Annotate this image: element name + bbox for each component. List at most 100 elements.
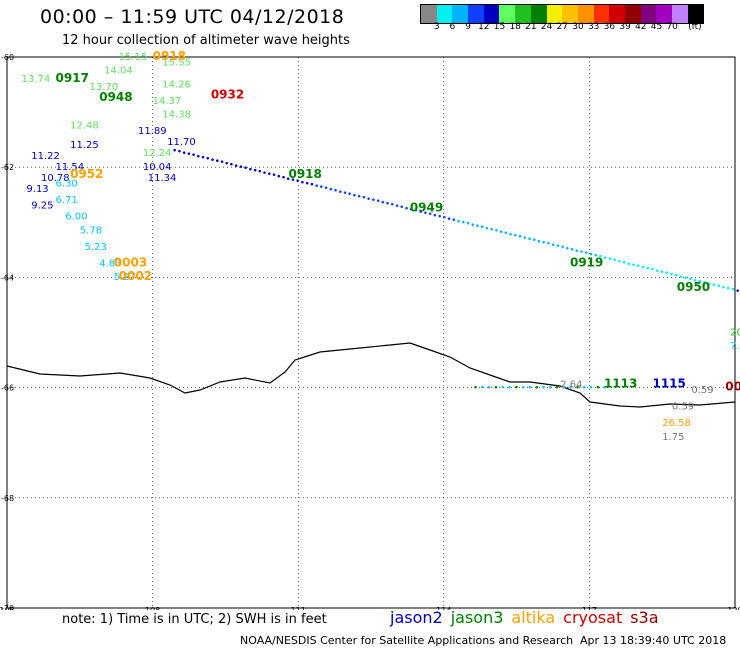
track-trail-mark: • — [390, 201, 395, 211]
track-trail-mark: • — [309, 181, 314, 191]
longitude-tick-label: 105 — [0, 606, 15, 610]
track-trail-mark: • — [617, 257, 622, 267]
coastline — [6, 342, 736, 408]
track-trail-mark: • — [735, 287, 740, 297]
latitude-tick-label: -60 — [1, 53, 14, 62]
colorbar-swatch — [483, 5, 500, 23]
track-trail-mark: • — [224, 159, 229, 169]
track-trail-mark: • — [248, 165, 253, 175]
track-trail-mark: • — [575, 383, 580, 393]
track-trail-mark: • — [561, 383, 566, 393]
colorbar-labels: 3 6 9 12 15 18 21 24 27 30 33 36 39 42 45 70 (ft) — [420, 22, 740, 34]
track-trail-mark: • — [484, 224, 489, 234]
track-trail-mark: • — [475, 222, 480, 232]
track-trail-mark: • — [640, 263, 645, 273]
track-trail-mark: • — [304, 179, 309, 189]
track-trail-mark: • — [607, 255, 612, 265]
wave-height-label: 0.59 — [691, 385, 713, 396]
satellite-legend: jason2 jason3 altika cryosat s3a — [390, 608, 667, 627]
wave-height-label: 11.34 — [148, 173, 177, 184]
wave-height-label: 11.89 — [138, 126, 167, 137]
colorbar-tick-label: 6 — [449, 22, 456, 32]
track-trail-mark: • — [437, 213, 442, 223]
legend-item-cryosat: cryosat — [563, 608, 623, 627]
track-trail-mark: • — [196, 152, 201, 162]
wave-height-label: 14.37 — [153, 96, 182, 107]
wave-height-label: 6.30 — [56, 178, 78, 189]
track-trail-mark: • — [461, 218, 466, 228]
pass-time-label: 00 — [725, 379, 740, 393]
track-trail-mark: • — [503, 229, 508, 239]
wave-height-label: 20 — [730, 327, 740, 338]
track-trail-mark: • — [371, 196, 376, 206]
track-trail-mark: • — [588, 250, 593, 260]
track-trail-mark: • — [181, 149, 186, 159]
colorbar-tick-label: 33 — [587, 22, 600, 32]
colorbar-swatch — [452, 5, 469, 23]
map-gridlines — [6, 56, 736, 609]
track-trail-mark: • — [409, 205, 414, 215]
legend-item-s3a: s3a — [630, 608, 659, 627]
wave-height-label: 12.48 — [70, 121, 99, 132]
track-trail-mark: • — [565, 244, 570, 254]
track-trail-mark: • — [323, 184, 328, 194]
colorbar-unit: (ft) — [688, 22, 702, 32]
track-trail-mark: • — [716, 282, 721, 292]
track-trail-mark: • — [456, 217, 461, 227]
longitude-tick-label: 111 — [291, 606, 306, 610]
pass-time-label: 1115 — [652, 377, 685, 391]
track-trail-mark: • — [352, 191, 357, 201]
track-trail-mark: • — [513, 231, 518, 241]
track-trail-mark: • — [588, 383, 593, 393]
track-trail-mark: • — [347, 190, 352, 200]
wave-height-map: 105108111114117120-60-62-64-66-68-70 •••… — [0, 50, 740, 610]
track-trail-mark: • — [205, 155, 210, 165]
colorbar-tick-label: 36 — [603, 22, 616, 32]
track-trail-mark: • — [650, 266, 655, 276]
wave-height-label: 11.70 — [167, 137, 196, 148]
track-trail-mark: • — [257, 168, 262, 178]
map-frame — [6, 56, 736, 609]
track-trail-mark: • — [219, 158, 224, 168]
colorbar-swatch — [593, 5, 610, 23]
track-trail-mark: • — [234, 162, 239, 172]
colorbar-swatch — [577, 5, 594, 23]
track-trail-mark: • — [598, 253, 603, 263]
pass-time-label: 0919 — [570, 255, 603, 269]
track-trail-mark: • — [550, 241, 555, 251]
track-trail-mark: • — [404, 204, 409, 214]
track-trail-mark: • — [721, 283, 726, 293]
colorbar-tick-label: 39 — [619, 22, 631, 32]
latitude-tick-label: -62 — [1, 163, 14, 172]
track-trail-mark: • — [546, 240, 551, 250]
track-trail-mark: • — [574, 247, 579, 257]
wave-height-label: 12.24 — [143, 148, 172, 159]
track-trail-mark: • — [295, 177, 300, 187]
page-title: 00:00 – 11:59 UTC 04/12/2018 — [40, 6, 345, 28]
colorbar-swatch — [515, 5, 531, 23]
track-trail-mark: • — [442, 214, 447, 224]
latitude-tick-label: -70 — [1, 604, 14, 610]
track-trail-mark: • — [489, 226, 494, 236]
latitude-tick-label: -68 — [1, 494, 14, 503]
wave-height-label: 14.38 — [162, 110, 191, 121]
track-trail-mark: • — [470, 221, 475, 231]
wave-height-label: 13.74 — [22, 74, 51, 85]
legend-item-jason2: jason2 — [390, 608, 443, 627]
track-trail-mark: • — [172, 146, 177, 156]
track-trail-mark: • — [548, 383, 553, 393]
colorbar-swatch — [468, 5, 484, 23]
track-trail-mark: • — [423, 209, 428, 219]
pass-time-label: 0918 — [153, 50, 186, 63]
colorbar-tick-label: 70 — [666, 22, 678, 32]
track-trail-mark: • — [697, 277, 702, 287]
wave-height-label: 1.75 — [662, 432, 684, 443]
pass-time-label: 0949 — [410, 200, 443, 214]
wave-height-label: 11.54 — [56, 162, 85, 173]
colorbar-tick-label: 45 — [650, 22, 663, 32]
longitude-tick-label: 120 — [727, 606, 740, 610]
note-text: note: 1) Time is in UTC; 2) SWH is in fe… — [62, 612, 327, 627]
track-trail-mark: • — [534, 383, 539, 393]
track-trail-mark: • — [514, 383, 519, 393]
track-trail-mark: • — [621, 259, 626, 269]
